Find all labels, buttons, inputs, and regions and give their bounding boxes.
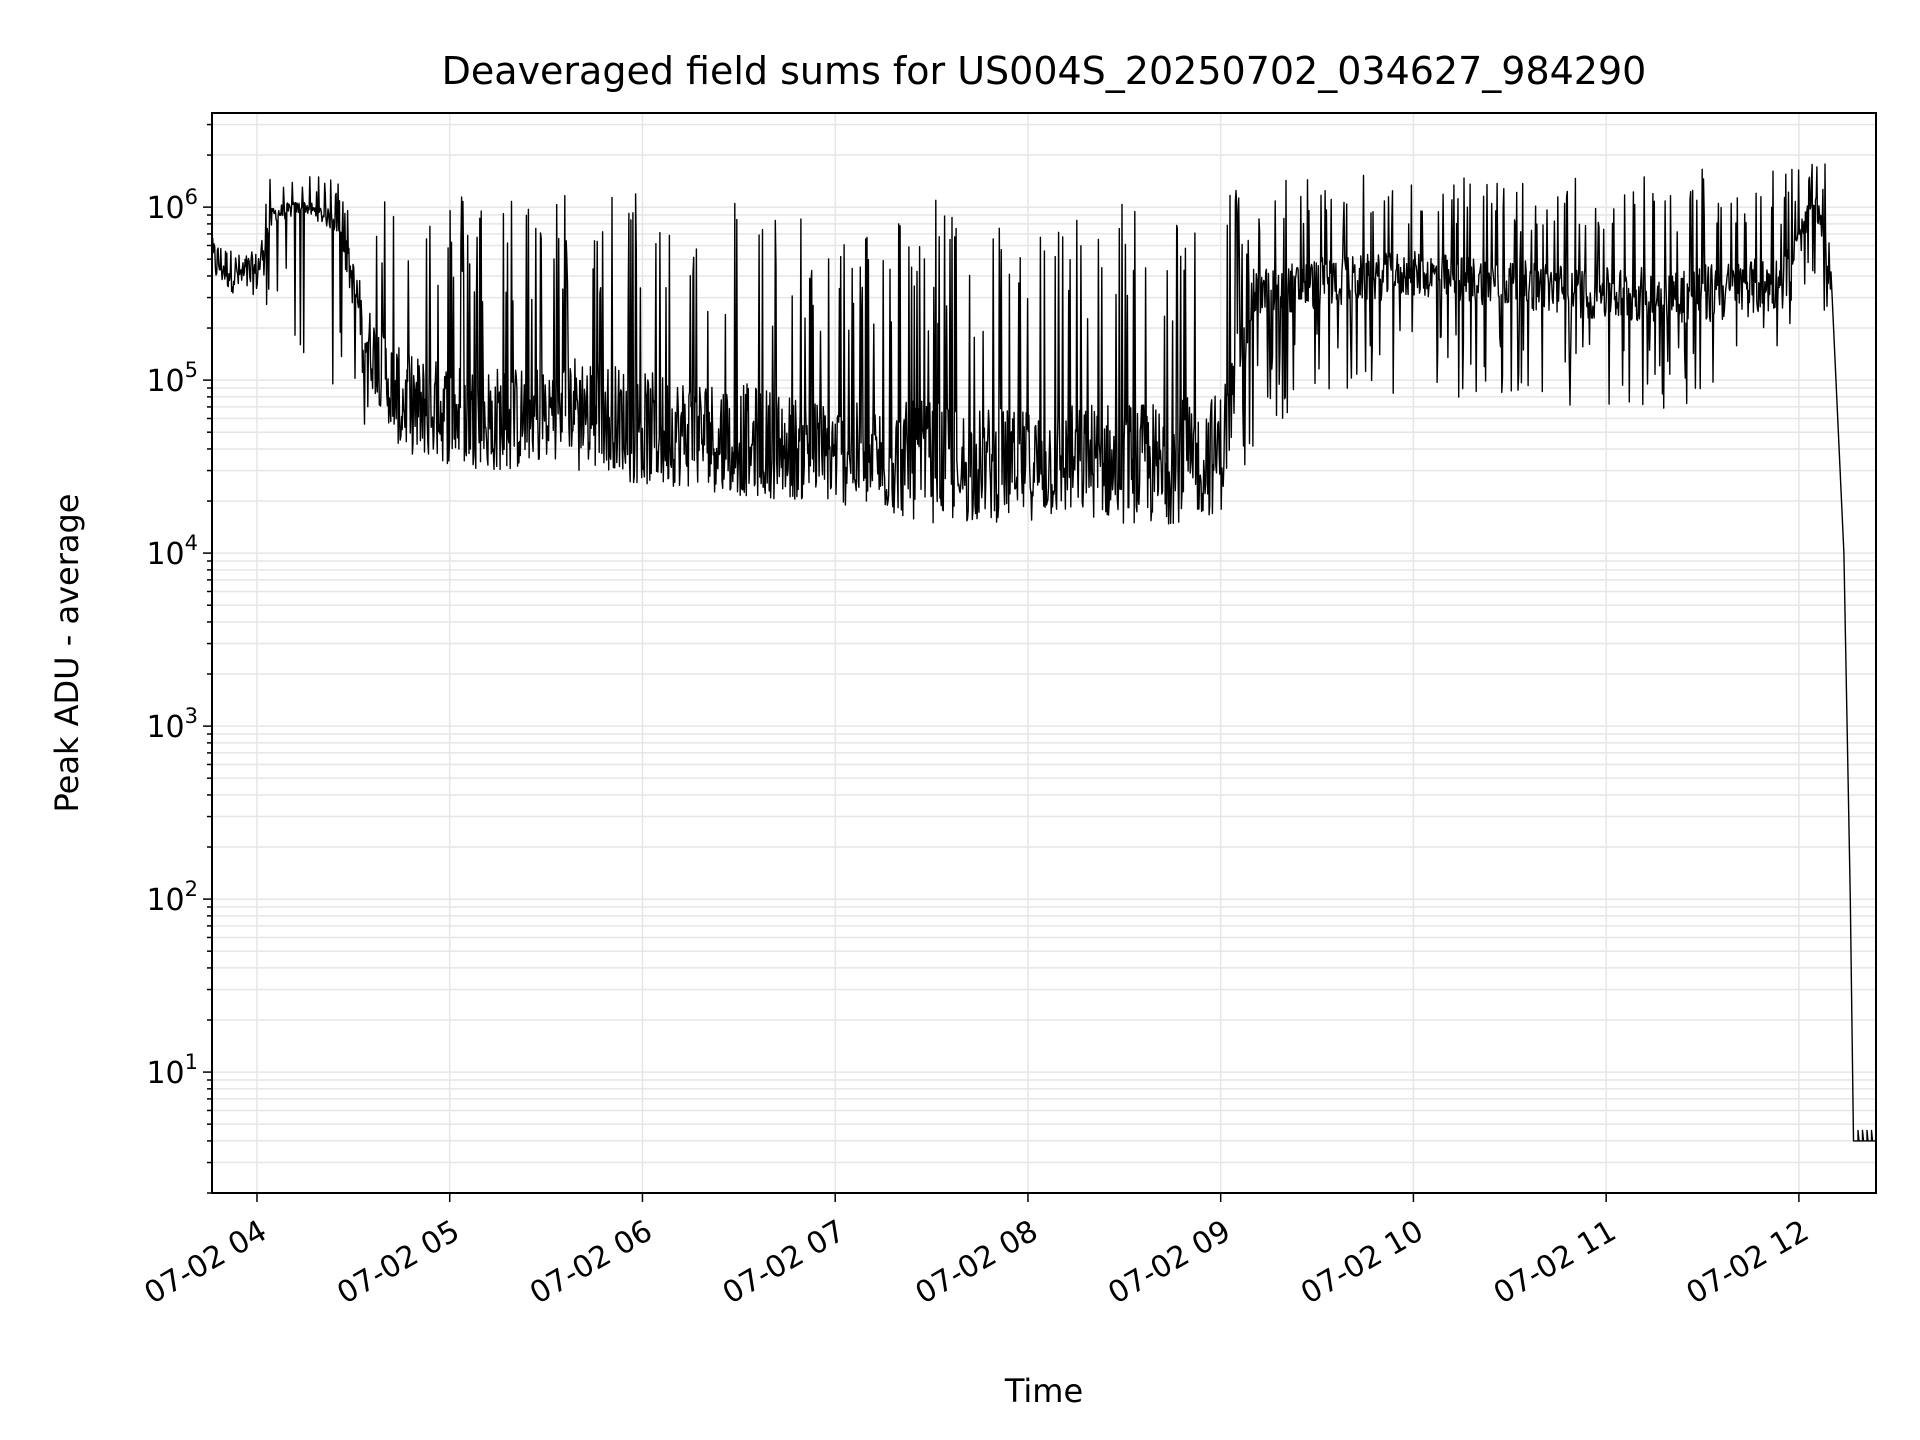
y-tick-exponent: 2 (185, 877, 198, 901)
y-tick-exponent: 6 (185, 185, 198, 209)
y-tick-base: 10 (146, 883, 184, 918)
y-tick-base: 10 (146, 191, 184, 226)
y-tick-label: 101 (146, 1050, 198, 1091)
y-tick-base: 10 (146, 710, 184, 745)
y-tick-base: 10 (146, 537, 184, 572)
y-tick-exponent: 4 (185, 531, 198, 555)
y-tick-label: 104 (146, 531, 198, 572)
y-tick-base: 10 (146, 364, 184, 399)
y-tick-base: 10 (146, 1056, 184, 1091)
y-tick-exponent: 1 (185, 1050, 198, 1074)
series-line (211, 163, 1876, 1142)
y-tick-exponent: 3 (185, 704, 198, 728)
y-axis-label: Peak ADU - average (48, 494, 86, 813)
grid (212, 113, 1876, 1194)
y-tick-label: 102 (146, 877, 198, 918)
plot-frame (211, 112, 1877, 1194)
chart-title: Deaveraged field sums for US004S_2025070… (442, 49, 1647, 93)
y-tick-label: 103 (146, 704, 198, 745)
y-tick-exponent: 5 (185, 358, 198, 382)
y-tick-label: 106 (146, 185, 198, 226)
x-axis-label: Time (1004, 1372, 1083, 1410)
y-tick-label: 105 (146, 358, 198, 399)
